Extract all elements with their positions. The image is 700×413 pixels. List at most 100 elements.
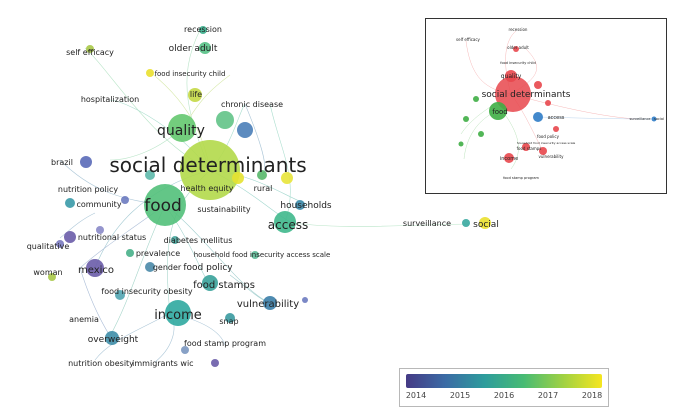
node-extra-3[interactable] (121, 196, 129, 204)
label-community: community (76, 200, 121, 209)
label-mexico: mexico (78, 265, 114, 276)
node-wic[interactable] (211, 359, 219, 367)
node-diabetes-mellitus[interactable] (171, 236, 179, 244)
node-rural[interactable] (281, 172, 293, 184)
inset-node-extra-6[interactable] (458, 141, 464, 147)
legend-tick-2016: 2016 (493, 391, 515, 400)
node-extra-8[interactable] (302, 297, 308, 303)
node-quality[interactable] (168, 114, 196, 142)
label-chronic-disease: chronic disease (221, 100, 283, 109)
node-access[interactable] (274, 211, 296, 233)
node-social[interactable] (479, 217, 491, 229)
label-food-insecurity-obesity: food insecurity obesity (101, 287, 192, 296)
label-life: life (190, 90, 202, 99)
node-extra-7[interactable] (96, 226, 104, 234)
inset-links (460, 30, 652, 170)
cluster-view-inset[interactable]: recession older adult self efficacy food… (425, 18, 667, 194)
label-sustainability: sustainability (197, 205, 251, 214)
inset-node-extra-2[interactable] (545, 100, 551, 106)
inset-node-food[interactable] (489, 102, 507, 120)
node-surveillance[interactable] (462, 219, 470, 227)
inset-node-quality[interactable] (505, 70, 517, 82)
node-food-insecurity-child[interactable] (146, 69, 154, 77)
label-households: households (280, 201, 332, 211)
legend-tick-2014: 2014 (405, 391, 427, 400)
inset-node-vulnerability[interactable] (539, 147, 547, 155)
network-nodes (48, 26, 491, 367)
node-community[interactable] (65, 198, 75, 208)
node-nutritional-status[interactable] (64, 231, 76, 243)
node-woman[interactable] (48, 273, 56, 281)
inset-label-self-efficacy: self efficacy (456, 37, 481, 42)
node-qualitative[interactable] (56, 240, 64, 248)
node-snap[interactable] (225, 313, 235, 323)
label-food-insecurity-child: food insecurity child (155, 70, 226, 78)
label-woman: woman (33, 268, 62, 277)
node-health-equity[interactable] (232, 172, 244, 184)
node-extra-4[interactable] (251, 251, 259, 259)
label-older-adult: older adult (169, 44, 218, 54)
network-links (59, 29, 471, 363)
node-prevalence[interactable] (126, 249, 134, 257)
inset-node-extra-5[interactable] (478, 131, 484, 137)
label-surveillance: surveillance (403, 219, 451, 228)
label-food: food (144, 196, 182, 216)
node-recession[interactable] (199, 26, 207, 34)
node-brazil[interactable] (80, 156, 92, 168)
node-vulnerability[interactable] (263, 296, 277, 310)
node-mexico[interactable] (86, 259, 104, 277)
inset-node-access[interactable] (533, 112, 543, 122)
inset-label-food-policy: food policy (537, 134, 560, 139)
node-older-adult[interactable] (199, 42, 211, 54)
node-households[interactable] (295, 200, 305, 210)
inset-node-extra-1[interactable] (534, 81, 542, 89)
node-extra-2[interactable] (145, 170, 155, 180)
label-health-equity: health equity (180, 184, 233, 193)
inset-label-household-food-insecurity-access-scale: household food insecurity access scale (517, 141, 576, 145)
inset-node-income[interactable] (504, 153, 514, 163)
node-gender[interactable] (145, 262, 155, 272)
inset-node-social[interactable] (651, 116, 657, 122)
inset-node-food-stamps[interactable] (522, 143, 530, 151)
inset-node-extra-7[interactable] (553, 126, 559, 132)
node-extra-6[interactable] (115, 290, 125, 300)
label-self-efficacy: self efficacy (66, 48, 114, 57)
node-extra-5[interactable] (181, 346, 189, 354)
node-extra-1[interactable] (216, 111, 234, 129)
inset-label-vulnerability: vulnerability (539, 154, 565, 159)
node-chronic-disease[interactable] (237, 122, 253, 138)
legend-tick-2015: 2015 (449, 391, 471, 400)
inset-label-social-determinants: social determinants (482, 90, 571, 100)
inset-node-social-determinants[interactable] (495, 76, 531, 112)
node-social-determinants[interactable] (180, 140, 240, 200)
inset-label-older-adult: older adult (507, 45, 529, 50)
node-sustainability[interactable] (257, 170, 267, 180)
label-prevalence: prevalence (136, 249, 180, 258)
inset-label-food: food (492, 108, 507, 116)
node-food-stamps[interactable] (202, 275, 218, 291)
cluster-map: recession older adult self efficacy food… (456, 27, 664, 180)
inset-node-extra-8[interactable] (513, 46, 519, 52)
node-income[interactable] (165, 300, 191, 326)
label-access: access (268, 218, 308, 232)
label-vulnerability: vulnerability (237, 299, 299, 310)
label-brazil: brazil (51, 158, 73, 167)
label-income: income (154, 308, 202, 323)
label-nutrition-policy: nutrition policy (58, 185, 118, 194)
node-food[interactable] (144, 184, 186, 226)
label-anemia: anemia (69, 315, 99, 324)
label-social-determinants: social determinants (109, 153, 306, 177)
node-life[interactable] (188, 88, 202, 102)
inset-nodes (458, 46, 657, 163)
label-food-stamps: food stamps (193, 280, 255, 291)
label-diabetes-mellitus: diabetes mellitus (164, 236, 233, 245)
inset-node-extra-3[interactable] (473, 96, 479, 102)
label-gender: gender (153, 263, 182, 272)
inset-labels: recession older adult self efficacy food… (456, 27, 664, 180)
label-immigrants: immigrants (132, 359, 178, 368)
legend-tick-2018: 2018 (581, 391, 603, 400)
inset-node-extra-4[interactable] (463, 116, 469, 122)
node-overweight[interactable] (105, 331, 119, 345)
node-self-efficacy[interactable] (86, 45, 94, 53)
